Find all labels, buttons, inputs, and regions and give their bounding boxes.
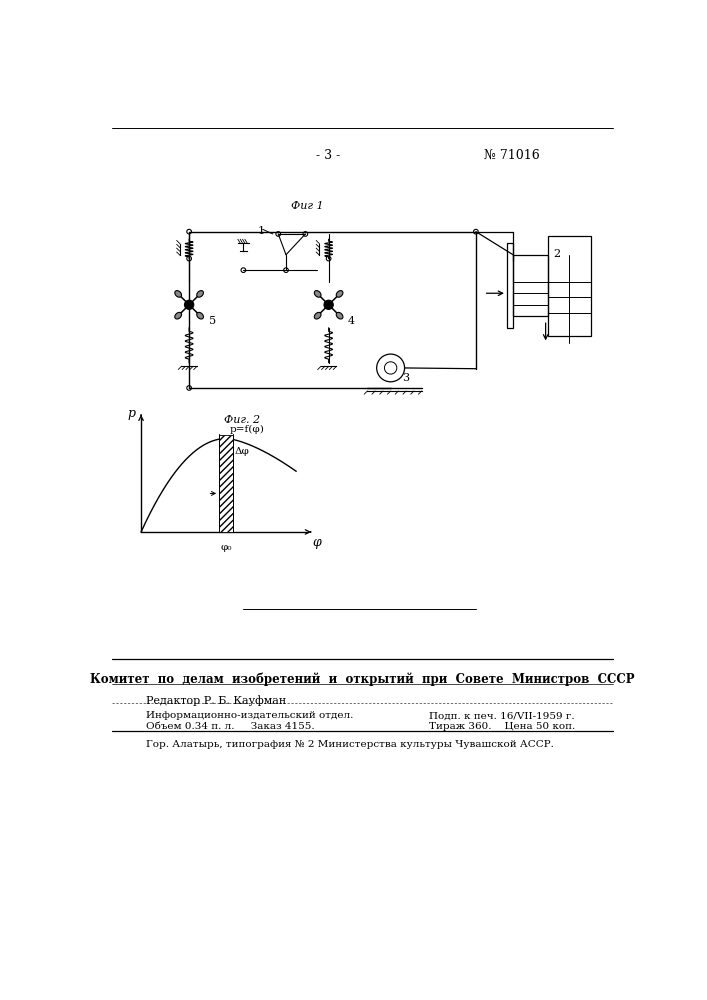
- Text: 5: 5: [209, 316, 216, 326]
- Ellipse shape: [337, 312, 343, 319]
- Text: p=f(φ): p=f(φ): [230, 425, 265, 434]
- Text: Фиг 1: Фиг 1: [291, 201, 324, 211]
- Ellipse shape: [337, 291, 343, 297]
- Text: Редактор Р. Б. Кауфман: Редактор Р. Б. Кауфман: [146, 695, 287, 706]
- Text: Фиг. 2: Фиг. 2: [224, 415, 260, 425]
- Text: Информационно-издательский отдел.: Информационно-издательский отдел.: [146, 711, 354, 720]
- Text: 4: 4: [348, 316, 355, 326]
- Text: φ₀: φ₀: [221, 543, 232, 552]
- Text: φ: φ: [312, 536, 322, 549]
- Circle shape: [185, 300, 194, 309]
- Text: Δφ: Δφ: [235, 447, 250, 456]
- Bar: [513, 255, 548, 316]
- Ellipse shape: [315, 291, 321, 297]
- Bar: [219, 435, 233, 532]
- Text: 1: 1: [257, 226, 264, 236]
- Ellipse shape: [175, 291, 182, 297]
- Text: Тираж 360.    Цена 50 коп.: Тираж 360. Цена 50 коп.: [429, 722, 575, 731]
- Bar: [548, 235, 590, 336]
- Text: Гор. Алатырь, типография № 2 Министерства культуры Чувашской АССР.: Гор. Алатырь, типография № 2 Министерств…: [146, 740, 554, 749]
- Text: p: p: [128, 407, 136, 420]
- Text: № 71016: № 71016: [484, 149, 539, 162]
- Ellipse shape: [197, 312, 204, 319]
- Ellipse shape: [175, 312, 182, 319]
- Text: 2: 2: [554, 249, 561, 259]
- Text: - 3 -: - 3 -: [317, 149, 341, 162]
- Circle shape: [324, 300, 333, 309]
- Ellipse shape: [197, 291, 204, 297]
- Text: Подп. к печ. 16/VII-1959 г.: Подп. к печ. 16/VII-1959 г.: [429, 711, 575, 720]
- Ellipse shape: [315, 312, 321, 319]
- Text: 3: 3: [402, 373, 409, 383]
- Text: Комитет  по  делам  изобретений  и  открытий  при  Совете  Министров  СССР: Комитет по делам изобретений и открытий …: [90, 672, 634, 686]
- Text: Объем 0.34 п. л.     Заказ 4155.: Объем 0.34 п. л. Заказ 4155.: [146, 722, 315, 731]
- Bar: [507, 243, 513, 328]
